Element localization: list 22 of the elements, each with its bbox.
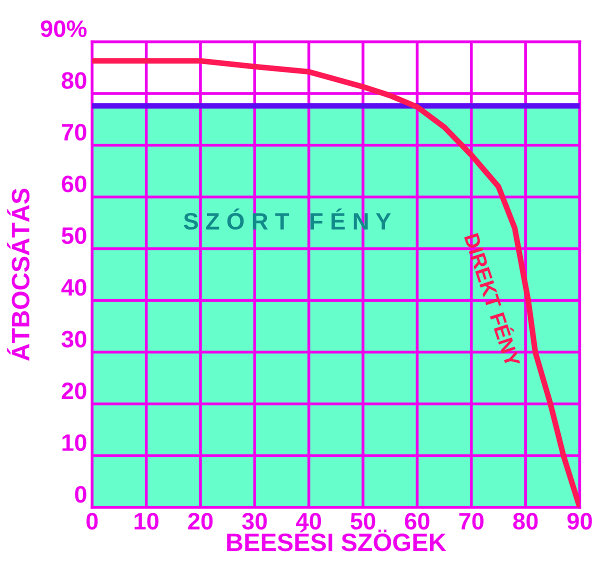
x-tick-label: 80: [513, 512, 538, 530]
x-axis-title: BEESÉSI SZÖGEK: [227, 528, 446, 552]
y-axis-title: ÁTBOCSÁTÁS: [7, 188, 30, 361]
y-tick-label: 0: [75, 486, 86, 503]
x-tick-label: 0: [86, 512, 98, 530]
x-tick-label: 10: [134, 512, 158, 530]
y-tick-label: 90%: [40, 20, 87, 38]
x-tick-label: 20: [188, 512, 213, 530]
x-tick-label: 90: [567, 512, 592, 530]
y-tick-label: 60: [62, 176, 86, 192]
y-tick-label: 80: [62, 72, 86, 89]
y-tick-label: 50: [62, 227, 86, 244]
x-tick-label: 50: [350, 512, 376, 530]
y-tick-label: 40: [61, 279, 86, 296]
x-tick-label: 70: [459, 512, 484, 530]
x-tick-label: 40: [296, 512, 321, 530]
x-tick-label: 30: [242, 512, 267, 530]
y-tick-label: 10: [62, 434, 86, 451]
y-tick-label: 20: [62, 382, 86, 400]
y-tick-label: 70: [62, 124, 86, 141]
x-tick-label: 60: [404, 512, 430, 530]
y-tick-label: 30: [62, 330, 86, 348]
